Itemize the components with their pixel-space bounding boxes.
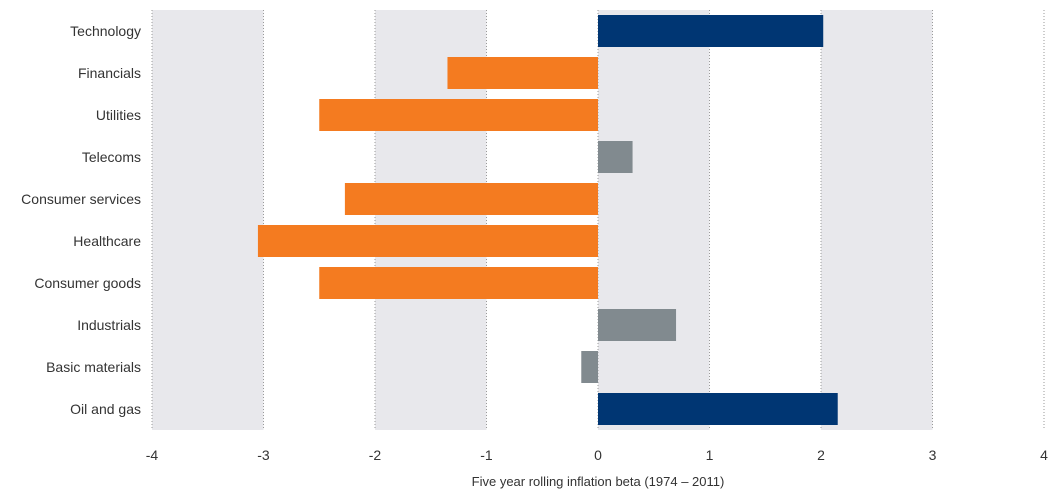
x-tick-label: -2	[369, 447, 382, 463]
shaded-band	[598, 10, 710, 430]
category-label: Technology	[70, 23, 141, 39]
bar-technology	[598, 15, 824, 47]
bars	[257, 15, 838, 425]
x-tick-label: -4	[146, 447, 159, 463]
bar-industrials	[598, 309, 677, 341]
category-labels: Technology Financials Utilities Telecoms Con…	[21, 23, 141, 417]
category-label: Financials	[78, 65, 141, 81]
category-label: Oil and gas	[70, 401, 141, 417]
category-label: Telecoms	[82, 149, 141, 165]
x-tick-label: 0	[594, 447, 602, 463]
x-tick-label: 1	[706, 447, 714, 463]
category-label: Utilities	[96, 107, 141, 123]
bar-basic-materials	[581, 351, 598, 383]
x-tick-label: 3	[929, 447, 937, 463]
x-axis-title: Five year rolling inflation beta (1974 –…	[472, 474, 725, 489]
category-label: Industrials	[77, 317, 141, 333]
bar-financials	[447, 57, 598, 89]
bar-consumer-goods	[319, 267, 598, 299]
shaded-band	[152, 10, 264, 430]
bar-utilities	[319, 99, 598, 131]
x-tick-label: -3	[257, 447, 270, 463]
x-tick-label: -1	[480, 447, 493, 463]
x-tick-label: 2	[817, 447, 825, 463]
bar-oil-and-gas	[598, 393, 838, 425]
shaded-band	[821, 10, 933, 430]
bar-healthcare	[257, 225, 598, 257]
bar-consumer-services	[344, 183, 598, 215]
x-tick-labels: -4 -3 -2 -1 0 1 2 3 4	[146, 447, 1048, 463]
bar-telecoms	[598, 141, 633, 173]
category-label: Consumer services	[21, 191, 141, 207]
category-label: Healthcare	[73, 233, 141, 249]
category-label: Consumer goods	[34, 275, 141, 291]
x-tick-label: 4	[1040, 447, 1048, 463]
category-label: Basic materials	[46, 359, 141, 375]
